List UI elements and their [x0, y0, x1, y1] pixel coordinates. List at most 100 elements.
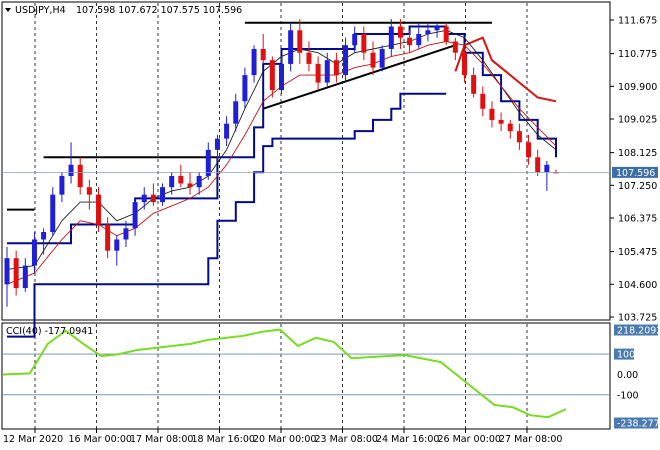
candle[interactable]: [489, 101, 495, 128]
candle-body: [343, 45, 349, 76]
candle[interactable]: [352, 26, 358, 53]
candle[interactable]: [535, 149, 541, 176]
time-label: 26 Mar 00:00: [438, 434, 501, 445]
candle[interactable]: [480, 86, 486, 117]
candle[interactable]: [333, 52, 339, 83]
ohlc-values: 107.598 107.672 107.575 107.596: [76, 5, 242, 16]
candle[interactable]: [132, 198, 138, 236]
cci-indicator-line: [2, 328, 567, 419]
candlesticks[interactable]: [4, 19, 559, 307]
candle[interactable]: [526, 134, 532, 165]
candle[interactable]: [196, 172, 202, 195]
candle[interactable]: [306, 41, 312, 72]
candle[interactable]: [187, 172, 193, 195]
candle[interactable]: [279, 56, 284, 94]
candle[interactable]: [416, 22, 422, 49]
candle-body: [169, 175, 175, 188]
candle[interactable]: [315, 56, 321, 91]
candle[interactable]: [379, 45, 385, 72]
cci-header-label: CCI(40) -177.0941: [6, 326, 93, 337]
candle[interactable]: [205, 142, 211, 180]
candle-body: [407, 37, 413, 46]
price-axis[interactable]: 111.675 110.775 109.900 109.025 108.125 107.2…: [610, 16, 657, 324]
cci-line: [2, 328, 567, 419]
trend-lines[interactable]: [7, 21, 492, 211]
cci-axis[interactable]: 218.2092 100 0.00 -100 -238.2773: [614, 324, 660, 430]
candle[interactable]: [114, 235, 120, 266]
candle[interactable]: [86, 179, 92, 210]
candle-body: [462, 52, 467, 76]
candle[interactable]: [13, 250, 19, 296]
candle[interactable]: [507, 119, 513, 139]
candle-body: [361, 34, 367, 53]
candle[interactable]: [242, 67, 248, 109]
candle[interactable]: [269, 56, 275, 98]
candle[interactable]: [544, 161, 550, 191]
candle[interactable]: [343, 37, 349, 83]
candle[interactable]: [77, 157, 83, 195]
candle-body: [68, 164, 74, 176]
candle[interactable]: [397, 19, 403, 49]
price-label: 109.025: [618, 115, 657, 126]
candle[interactable]: [425, 22, 431, 42]
candle[interactable]: [50, 187, 56, 236]
candle[interactable]: [150, 183, 156, 206]
candle[interactable]: [141, 187, 147, 210]
candle-body: [535, 157, 541, 173]
candle-body: [105, 224, 111, 251]
collapse-arrow-icon[interactable]: [5, 8, 11, 12]
candle[interactable]: [471, 67, 477, 98]
candle-body: [498, 119, 504, 124]
candle[interactable]: [160, 183, 166, 206]
candle[interactable]: [462, 48, 467, 83]
candle[interactable]: [224, 116, 230, 147]
candle[interactable]: [443, 22, 449, 46]
candle[interactable]: [516, 123, 522, 150]
candle[interactable]: [260, 34, 266, 64]
price-label: 104.600: [618, 280, 657, 291]
candle[interactable]: [178, 164, 184, 188]
candle[interactable]: [434, 22, 440, 38]
candle-body: [333, 60, 339, 76]
candle-body: [141, 194, 147, 203]
candle-body: [59, 175, 65, 195]
candle[interactable]: [169, 172, 175, 195]
candle[interactable]: [324, 52, 330, 87]
price-label: 111.675: [618, 16, 657, 27]
candle-body: [507, 123, 513, 132]
candle-body: [114, 239, 120, 251]
main-chart-frame: [1, 1, 611, 321]
candle[interactable]: [361, 26, 367, 61]
candle-body: [150, 194, 156, 203]
candle[interactable]: [22, 258, 28, 292]
candle[interactable]: [370, 41, 376, 76]
candle-body: [397, 26, 403, 38]
candle[interactable]: [123, 220, 129, 247]
candle-body: [86, 187, 92, 195]
candle[interactable]: [31, 232, 37, 274]
resistance-band-line: [454, 36, 557, 103]
candle[interactable]: [4, 246, 10, 307]
candle[interactable]: [41, 228, 47, 255]
candle[interactable]: [288, 22, 294, 72]
candle[interactable]: [251, 45, 257, 83]
candle[interactable]: [214, 134, 220, 162]
candle[interactable]: [68, 142, 74, 184]
candle-body: [242, 75, 248, 102]
candle[interactable]: [59, 172, 65, 203]
candle[interactable]: [407, 30, 413, 53]
cci-label: 218.2092: [617, 326, 660, 337]
candle[interactable]: [498, 112, 504, 132]
candle-body: [123, 228, 129, 240]
candle-body: [41, 232, 47, 240]
candle[interactable]: [96, 187, 101, 233]
candle[interactable]: [452, 37, 458, 61]
candle-body: [233, 101, 239, 124]
candle[interactable]: [388, 19, 394, 57]
candle-body: [214, 138, 220, 150]
candle[interactable]: [233, 93, 239, 132]
candle[interactable]: [105, 217, 111, 259]
candle[interactable]: [297, 19, 303, 64]
